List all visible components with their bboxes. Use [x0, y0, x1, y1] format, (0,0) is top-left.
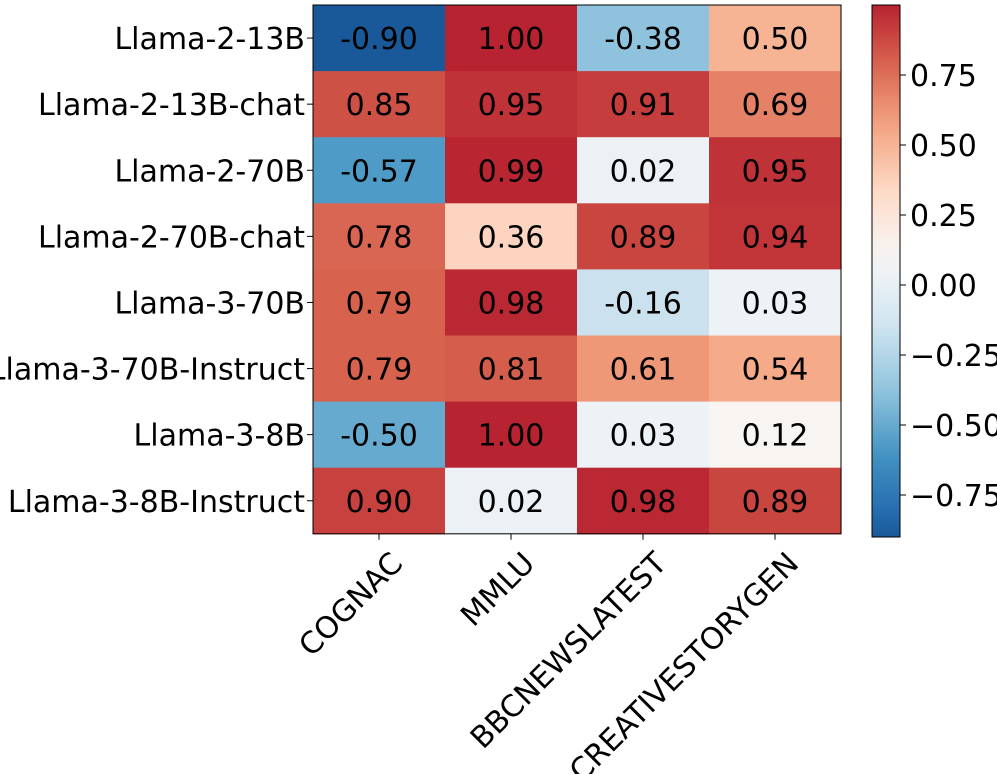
- colorbar-tick-label: 0.75: [910, 59, 977, 94]
- cell-value-label: 0.90: [346, 485, 413, 520]
- cell-value-label: -0.90: [340, 22, 418, 57]
- cell-value-label: 0.69: [742, 88, 809, 123]
- cell-value-label: 0.78: [346, 220, 413, 255]
- y-tick-label: Llama-2-13B-chat: [38, 88, 305, 123]
- cell-value-label: 0.36: [478, 220, 545, 255]
- cell-value-label: -0.38: [604, 22, 682, 57]
- cell-value-label: 0.98: [610, 485, 677, 520]
- heatmap-cell: [445, 335, 578, 403]
- cell-value-label: 1.00: [478, 419, 545, 454]
- colorbar-scale: [871, 4, 901, 538]
- heatmap-cell: [313, 71, 446, 138]
- cell-value-label: 0.95: [742, 154, 809, 189]
- heatmap-cell: [445, 269, 578, 337]
- heatmap-cell: [313, 269, 446, 337]
- heatmap-cell: [445, 137, 578, 204]
- heatmap-border: [312, 4, 842, 535]
- heatmap-cell: [709, 137, 842, 204]
- y-tick-label: Llama-3-70B: [114, 286, 305, 321]
- x-tick-label: COGNAC: [292, 546, 410, 664]
- heatmap-cell: [709, 401, 842, 469]
- cell-value-label: 0.03: [610, 419, 677, 454]
- heatmap-cell: [445, 203, 578, 270]
- cell-value-label: 0.89: [742, 485, 809, 520]
- colorbar-tick-label: −0.25: [910, 339, 997, 374]
- heatmap-cell: [709, 203, 842, 270]
- cell-value-label: -0.50: [340, 419, 418, 454]
- heatmap-grid: [313, 5, 842, 535]
- cell-value-label: 0.02: [610, 154, 677, 189]
- y-tick-label: Llama-2-13B: [114, 22, 305, 57]
- cell-value-label: 0.91: [610, 88, 677, 123]
- heatmap-cell: [577, 71, 710, 138]
- heatmap-cell: [445, 467, 578, 535]
- cell-value-label: 0.50: [742, 22, 809, 57]
- heatmap-cell: [313, 137, 446, 204]
- x-tick-label: MMLU: [454, 546, 542, 634]
- cell-value-label: 0.54: [742, 353, 809, 388]
- cell-value-label: 0.79: [346, 286, 413, 321]
- heatmap-cell: [709, 467, 842, 535]
- heatmap-cell: [313, 5, 446, 72]
- heatmap-cell: [709, 269, 842, 337]
- heatmap-cell: [709, 335, 842, 403]
- heatmap-cell: [577, 5, 710, 72]
- cell-value-label: -0.57: [340, 154, 418, 189]
- heatmap-cell: [577, 401, 710, 469]
- y-axis-tick-labels: Llama-2-13B Llama-2-13B-chat Llama-2-70B Ll…: [0, 22, 313, 520]
- heatmap-cell: [577, 335, 710, 403]
- cell-value-label: 0.79: [346, 353, 413, 388]
- cell-value-label: 0.61: [610, 353, 677, 388]
- cell-value-label: 0.81: [478, 353, 545, 388]
- colorbar: −0.75 −0.50 −0.25 0.00 0.25 0.50 0.75: [871, 4, 997, 538]
- cell-value-label: 0.89: [610, 220, 677, 255]
- cell-value-label: -0.16: [604, 286, 682, 321]
- heatmap-cell: [445, 71, 578, 138]
- heatmap-cell: [313, 401, 446, 469]
- cell-value-label: 0.12: [742, 419, 809, 454]
- cell-value-label: 0.99: [478, 154, 545, 189]
- y-tick-label: Llama-2-70B-chat: [38, 220, 305, 255]
- colorbar-tick-label: 0.00: [910, 269, 977, 304]
- cell-value-label: 0.03: [742, 286, 809, 321]
- y-tick-label: Llama-3-8B: [134, 419, 305, 454]
- heatmap-cell: [577, 203, 710, 270]
- cell-value-label: 0.95: [478, 88, 545, 123]
- colorbar-tick-label: −0.75: [910, 479, 997, 514]
- y-tick-label: Llama-3-70B-Instruct: [0, 353, 305, 388]
- y-tick-label: Llama-2-70B: [114, 154, 305, 189]
- heatmap-cell: [709, 5, 842, 72]
- heatmap-cell: [313, 335, 446, 403]
- heatmap-cell: [445, 401, 578, 469]
- heatmap-cell: [445, 5, 578, 72]
- heatmap-cell: [313, 203, 446, 270]
- colorbar-tick-label: 0.25: [910, 199, 977, 234]
- cell-value-label: 1.00: [478, 22, 545, 57]
- heatmap-cell: [313, 467, 446, 535]
- heatmap-cell: [577, 467, 710, 535]
- cell-value-label: 0.02: [478, 485, 545, 520]
- heatmap-cell: [709, 71, 842, 138]
- cell-value-label: 0.98: [478, 286, 545, 321]
- colorbar-tick-label: 0.50: [910, 129, 977, 164]
- heatmap-cell: [577, 137, 710, 204]
- heatmap-cell: [577, 269, 710, 337]
- y-tick-label: Llama-3-8B-Instruct: [8, 485, 305, 520]
- cell-value-label: 0.94: [742, 220, 809, 255]
- heatmap-frame: [312, 4, 842, 535]
- cell-labels: -0.90 1.00 -0.38 0.50 0.85 0.95 0.91 0.69 -0.57 0…: [340, 22, 808, 520]
- x-tick-label: CREATIVESTORYGEN: [563, 546, 806, 774]
- colorbar-tick-label: −0.50: [910, 409, 997, 444]
- cell-value-label: 0.85: [346, 88, 413, 123]
